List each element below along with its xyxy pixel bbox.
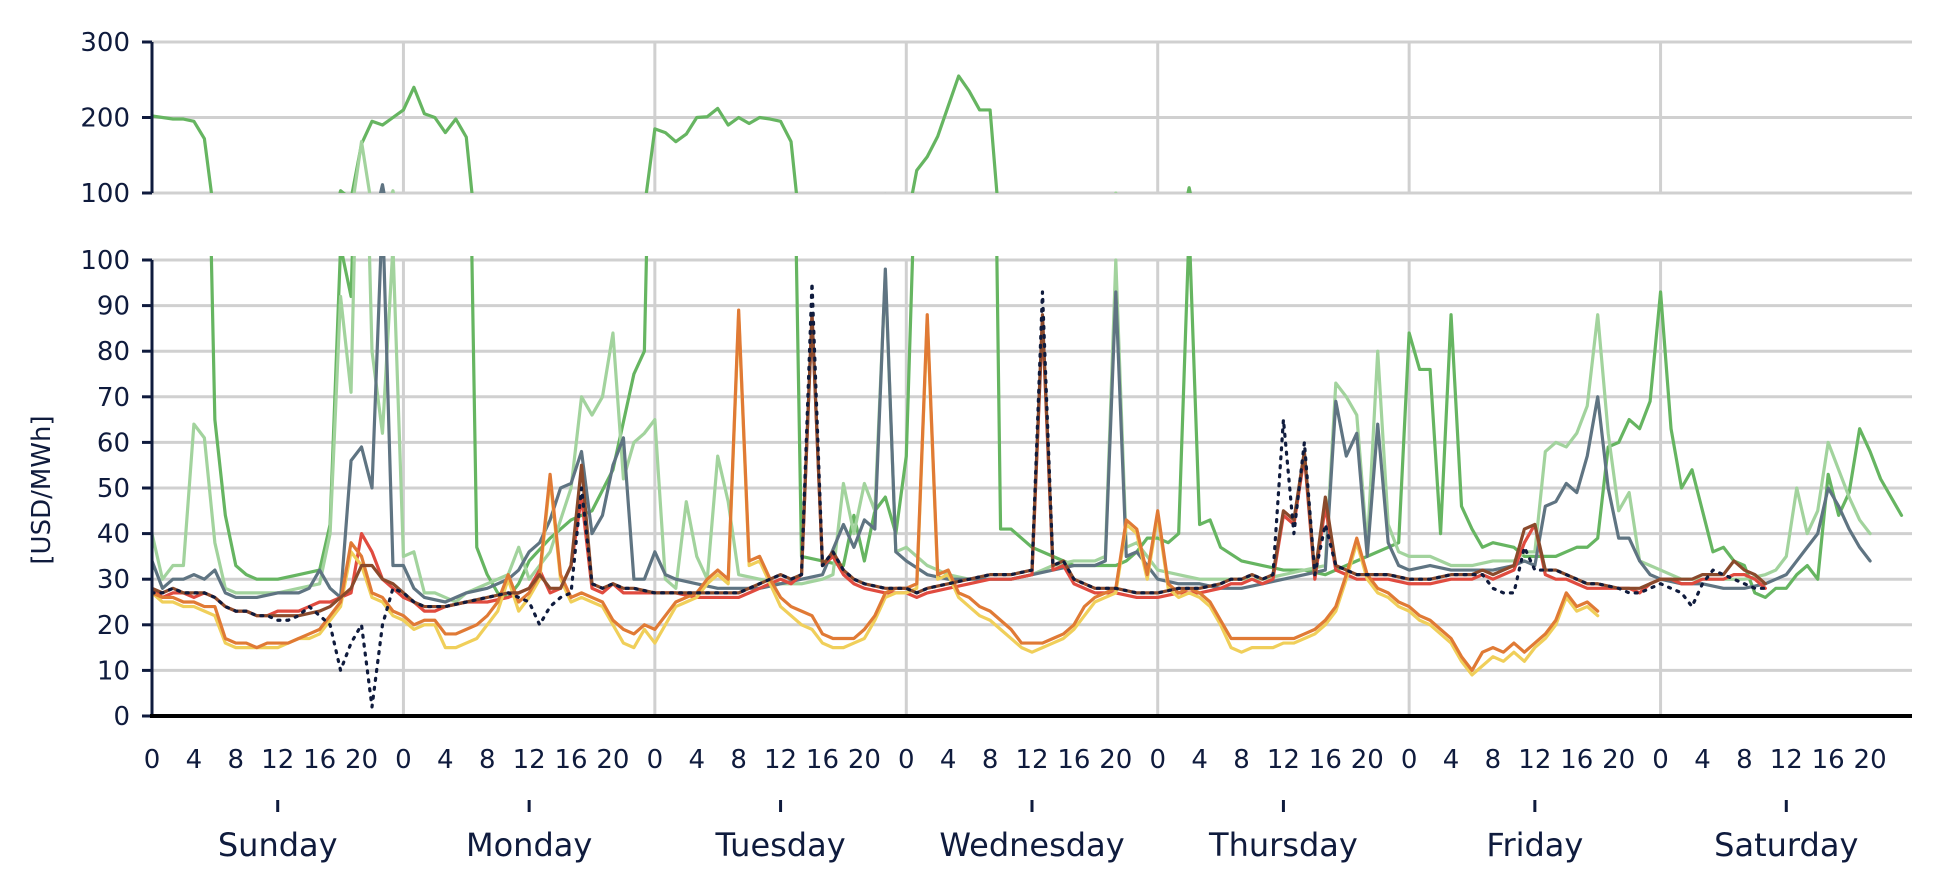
x-hour-tick-label: 8: [982, 745, 999, 775]
x-hour-tick-label: 16: [806, 745, 839, 775]
x-hour-tick-label: 12: [1015, 745, 1048, 775]
x-hour-tick-label: 16: [1057, 745, 1090, 775]
day-label-friday: Friday: [1486, 826, 1583, 864]
series-line-upper-2: [352, 140, 1118, 193]
x-hour-tick-label: 16: [303, 745, 336, 775]
day-label-tuesday: Tuesday: [714, 826, 845, 864]
x-hour-tick-label: 4: [688, 745, 705, 775]
x-hour-tick-label: 0: [395, 745, 412, 775]
y-tick-label-upper: 100: [80, 179, 130, 209]
series-line-4: [152, 313, 1767, 618]
y-tick-label-lower: 80: [97, 337, 130, 367]
x-hour-tick-label: 4: [1443, 745, 1460, 775]
y-tick-label-lower: 0: [113, 702, 130, 732]
x-hour-tick-label: 0: [1652, 745, 1669, 775]
y-tick-label-lower: 20: [97, 611, 130, 641]
x-hour-tick-label: 0: [898, 745, 915, 775]
y-tick-label-lower: 70: [97, 383, 130, 413]
x-hour-tick-label: 8: [730, 745, 747, 775]
y-tick-label-lower: 60: [97, 428, 130, 458]
x-hour-tick-label: 0: [1401, 745, 1418, 775]
x-hour-tick-label: 20: [1351, 745, 1384, 775]
x-hour-tick-label: 0: [1149, 745, 1166, 775]
x-hour-tick-label: 8: [1233, 745, 1250, 775]
y-tick-label-lower: 100: [80, 246, 130, 276]
x-hour-tick-label: 12: [1518, 745, 1551, 775]
y-tick-label-upper: 300: [80, 28, 130, 58]
x-hour-tick-label: 4: [940, 745, 957, 775]
x-hour-tick-label: 4: [1694, 745, 1711, 775]
y-tick-label-lower: 50: [97, 474, 130, 504]
series: [152, 74, 1904, 709]
y-tick-label-lower: 40: [97, 520, 130, 550]
day-label-wednesday: Wednesday: [939, 826, 1124, 864]
x-hour-tick-label: 12: [513, 745, 546, 775]
x-hour-tick-label: 16: [1812, 745, 1845, 775]
series-line-3: [152, 256, 1872, 604]
x-hour-tick-label: 4: [186, 745, 203, 775]
x-hour-tick-label: 20: [345, 745, 378, 775]
x-hour-tick-label: 12: [764, 745, 797, 775]
x-hour-tick-label: 20: [1602, 745, 1635, 775]
x-hour-tick-label: 20: [1854, 745, 1887, 775]
y-axis-title: [USD/MWh]: [27, 415, 57, 564]
x-hour-tick-label: 20: [596, 745, 629, 775]
day-label-sunday: Sunday: [218, 826, 338, 864]
x-hour-tick-label: 20: [848, 745, 881, 775]
day-label-thursday: Thursday: [1208, 826, 1358, 864]
x-hour-tick-label: 16: [1309, 745, 1342, 775]
x-hour-tick-label: 0: [144, 745, 161, 775]
x-hour-tick-label: 8: [1736, 745, 1753, 775]
x-hour-tick-label: 16: [555, 745, 588, 775]
grid: [152, 40, 1912, 716]
x-hour-tick-label: 20: [1099, 745, 1132, 775]
x-hour-tick-label: 12: [261, 745, 294, 775]
x-hour-tick-label: 16: [1560, 745, 1593, 775]
series-line-upper-1: [152, 74, 1192, 193]
y-tick-label-lower: 90: [97, 292, 130, 322]
series-line-1: [209, 256, 1904, 600]
series-line-8: [152, 281, 1767, 709]
series-line-6: [152, 308, 1600, 673]
x-hour-tick-label: 12: [1267, 745, 1300, 775]
x-hour-tick-label: 8: [1485, 745, 1502, 775]
x-hour-tick-label: 12: [1770, 745, 1803, 775]
x-hour-tick-label: 4: [1191, 745, 1208, 775]
y-tick-label-upper: 200: [80, 104, 130, 134]
x-hour-tick-label: 8: [479, 745, 496, 775]
x-hour-tick-label: 0: [647, 745, 664, 775]
x-hour-tick-label: 4: [437, 745, 454, 775]
x-hour-tick-label: 8: [228, 745, 245, 775]
day-label-saturday: Saturday: [1714, 826, 1858, 864]
y-tick-label-lower: 10: [97, 656, 130, 686]
y-tick-label-lower: 30: [97, 565, 130, 595]
series-line-7: [152, 313, 1767, 618]
day-label-monday: Monday: [466, 826, 592, 864]
